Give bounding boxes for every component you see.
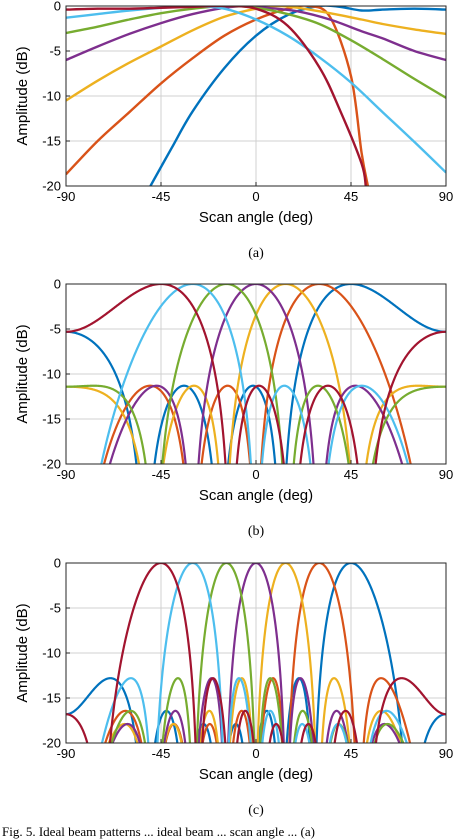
beam-line [66, 284, 446, 464]
x-tick-label: -45 [152, 746, 171, 761]
beam-line [108, 284, 404, 464]
x-tick-label: 45 [344, 746, 358, 761]
chart-b-ticks: -90 -45 0 45 90 0 -5 -10 -15 -20 [42, 277, 453, 483]
y-tick-label: -15 [42, 691, 61, 706]
chart-c-curves [66, 563, 446, 743]
y-tick-label: 0 [54, 556, 61, 571]
beam-line [100, 563, 408, 743]
x-tick-label: 0 [252, 746, 259, 761]
beam-line [104, 563, 412, 743]
y-tick-label: -20 [42, 736, 61, 751]
chart-b-caption: (b) [248, 524, 265, 539]
y-tick-label: -10 [42, 646, 61, 661]
chart-b-ylabel: Amplitude (dB) [14, 324, 31, 423]
series-line [66, 6, 446, 174]
beam-line [111, 563, 401, 743]
beam-line [66, 563, 446, 743]
x-tick-label: 0 [252, 467, 259, 482]
chart-a: -90 -45 0 45 90 0 -5 -10 -15 -20 Scan angle (deg)… [14, 0, 453, 261]
x-tick-label: 45 [344, 467, 358, 482]
chart-a-ticks: -90 -45 0 45 90 0 -5 -10 -15 -20 [42, 0, 453, 204]
x-tick-label: 45 [344, 189, 358, 204]
beam-line [110, 563, 405, 743]
y-tick-label: 0 [54, 277, 61, 292]
chart-a-ylabel: Amplitude (dB) [14, 46, 31, 145]
x-tick-label: -90 [57, 746, 76, 761]
beam-line [100, 284, 410, 464]
chart-c-grid [66, 563, 446, 743]
chart-b-curves [66, 284, 446, 464]
x-tick-label: -90 [57, 467, 76, 482]
y-tick-label: -10 [42, 89, 61, 104]
chart-c-ticks: -90 -45 0 45 90 0 -5 -10 -15 -20 [42, 556, 453, 762]
chart-a-grid [66, 6, 446, 186]
x-tick-label: -45 [152, 467, 171, 482]
beam-line [102, 284, 412, 464]
y-tick-label: -15 [42, 134, 61, 149]
y-tick-label: 0 [54, 0, 61, 14]
x-tick-label: 90 [439, 746, 453, 761]
y-tick-label: -20 [42, 179, 61, 194]
y-tick-label: -5 [49, 322, 61, 337]
chart-a-caption: (a) [248, 246, 264, 261]
x-tick-label: 90 [439, 189, 453, 204]
chart-c-xlabel: Scan angle (deg) [199, 766, 313, 783]
chart-c-caption: (c) [248, 803, 264, 818]
y-tick-label: -5 [49, 44, 61, 59]
chart-c: -90 -45 0 45 90 0 -5 -10 -15 -20 Scan angle (deg)… [14, 556, 453, 819]
figure-caption-fragment: Fig. 5. Ideal beam patterns ... ideal be… [2, 824, 315, 839]
chart-b-grid [66, 284, 446, 464]
chart-c-ylabel: Amplitude (dB) [14, 603, 31, 702]
x-tick-label: 90 [439, 467, 453, 482]
beam-line [66, 284, 446, 464]
chart-b: -90 -45 0 45 90 0 -5 -10 -15 -20 Scan angle (deg)… [14, 277, 453, 540]
x-tick-label: -45 [152, 189, 171, 204]
y-tick-label: -20 [42, 457, 61, 472]
chart-a-xlabel: Scan angle (deg) [199, 209, 313, 226]
chart-b-xlabel: Scan angle (deg) [199, 487, 313, 504]
x-tick-label: 0 [252, 189, 259, 204]
y-tick-label: -10 [42, 367, 61, 382]
x-tick-label: -90 [57, 189, 76, 204]
y-tick-label: -15 [42, 412, 61, 427]
y-tick-label: -5 [49, 601, 61, 616]
beam-line [66, 563, 446, 743]
